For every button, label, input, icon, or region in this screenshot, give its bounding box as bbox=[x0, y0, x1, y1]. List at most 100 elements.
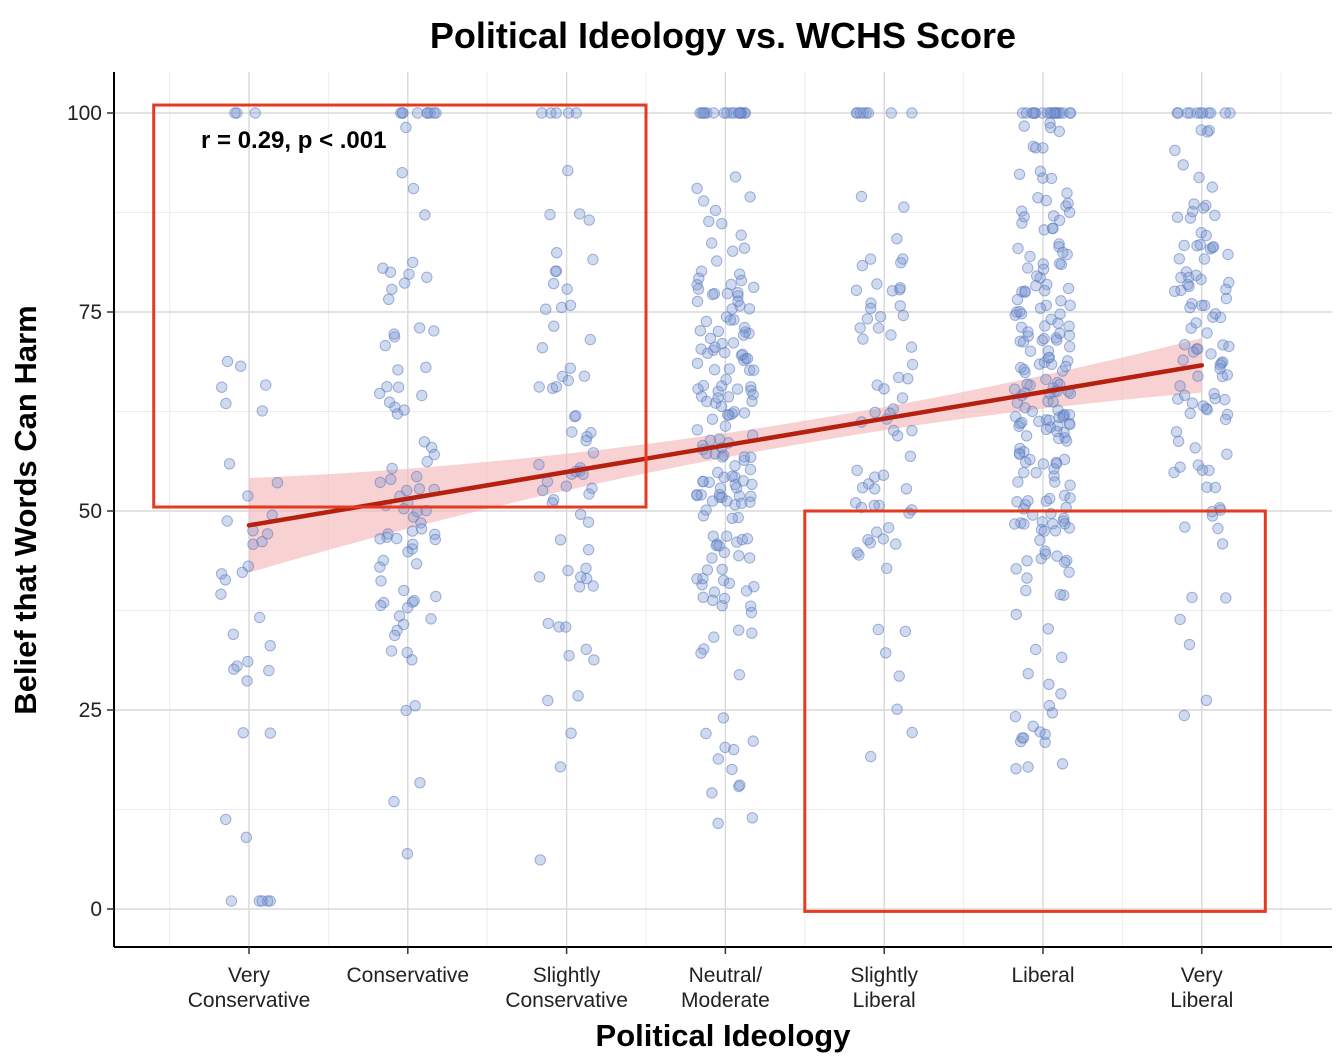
data-point bbox=[1179, 521, 1191, 533]
data-point bbox=[391, 408, 404, 420]
data-point bbox=[389, 629, 401, 642]
data-point bbox=[536, 342, 549, 354]
data-point bbox=[713, 540, 725, 552]
data-point bbox=[1219, 107, 1232, 119]
data-point bbox=[1040, 299, 1053, 311]
x-tick-label: Conservative bbox=[347, 964, 470, 987]
data-point bbox=[406, 654, 418, 666]
data-point bbox=[256, 895, 268, 907]
data-point bbox=[707, 107, 720, 119]
data-point bbox=[707, 594, 719, 606]
data-point bbox=[229, 107, 241, 119]
data-point bbox=[1052, 317, 1064, 329]
x-tick-label: Slightly Liberal bbox=[850, 964, 918, 1012]
data-point bbox=[1047, 222, 1059, 235]
x-tick-label: Slightly Conservative bbox=[505, 964, 628, 1012]
data-point bbox=[1201, 126, 1214, 138]
data-point bbox=[220, 397, 232, 410]
data-point bbox=[1169, 285, 1181, 297]
data-point bbox=[723, 363, 736, 375]
data-point bbox=[418, 436, 431, 448]
data-point bbox=[587, 253, 599, 266]
data-point bbox=[869, 406, 881, 418]
data-point bbox=[695, 647, 707, 659]
data-point bbox=[868, 499, 880, 512]
data-point bbox=[1172, 393, 1184, 405]
data-point bbox=[708, 631, 720, 643]
data-point bbox=[721, 495, 733, 507]
data-point bbox=[874, 311, 887, 323]
data-point bbox=[1016, 732, 1028, 744]
data-point bbox=[709, 341, 721, 353]
data-point bbox=[728, 314, 740, 326]
data-point bbox=[572, 690, 584, 702]
data-point bbox=[1171, 211, 1184, 223]
data-point bbox=[407, 182, 420, 195]
data-point bbox=[1010, 608, 1022, 621]
data-point bbox=[383, 396, 396, 408]
data-point bbox=[1178, 709, 1191, 722]
data-point bbox=[235, 360, 247, 372]
data-point bbox=[533, 571, 546, 583]
data-point bbox=[1018, 120, 1030, 132]
data-point bbox=[396, 167, 408, 179]
x-tick-label: Neutral/Moderate bbox=[681, 964, 770, 1012]
data-point bbox=[413, 483, 426, 495]
data-point bbox=[748, 364, 760, 376]
data-point bbox=[1172, 435, 1185, 447]
data-point bbox=[1195, 124, 1207, 136]
data-point bbox=[542, 694, 554, 707]
data-point bbox=[1041, 107, 1054, 119]
data-point bbox=[1022, 326, 1034, 338]
data-point bbox=[561, 283, 573, 295]
data-point bbox=[1020, 430, 1033, 442]
data-point bbox=[548, 320, 560, 332]
data-point bbox=[1049, 476, 1061, 488]
data-point bbox=[542, 617, 554, 630]
data-point bbox=[533, 381, 545, 393]
regression-line-layer bbox=[246, 363, 1205, 528]
data-point bbox=[893, 670, 905, 682]
data-point bbox=[260, 379, 272, 391]
data-point bbox=[562, 107, 575, 119]
data-point bbox=[719, 420, 732, 432]
data-point bbox=[228, 663, 240, 675]
data-point bbox=[1045, 358, 1058, 370]
data-point bbox=[540, 303, 552, 315]
data-point bbox=[862, 107, 875, 119]
data-point bbox=[231, 660, 243, 672]
data-point bbox=[735, 497, 748, 509]
data-point bbox=[1021, 572, 1033, 584]
data-point bbox=[1205, 107, 1217, 119]
data-point bbox=[735, 229, 747, 241]
data-point bbox=[1027, 107, 1040, 119]
data-point bbox=[700, 315, 713, 328]
data-point bbox=[1018, 518, 1030, 530]
data-point bbox=[701, 347, 714, 359]
data-point bbox=[1054, 588, 1066, 601]
data-point bbox=[410, 558, 423, 570]
data-point bbox=[729, 460, 741, 472]
data-point bbox=[695, 265, 708, 277]
data-point bbox=[856, 482, 869, 494]
data-point bbox=[700, 727, 712, 740]
data-point bbox=[1044, 107, 1057, 119]
data-point bbox=[691, 182, 703, 195]
data-point bbox=[249, 107, 261, 119]
data-point bbox=[1220, 292, 1233, 305]
y-tick-label: 25 bbox=[79, 699, 102, 722]
data-point bbox=[215, 568, 228, 580]
data-point bbox=[223, 458, 236, 470]
chart-title: Political Ideology vs. WCHS Score bbox=[430, 15, 1016, 56]
data-point bbox=[1021, 262, 1034, 274]
data-point bbox=[888, 424, 900, 437]
data-point bbox=[386, 283, 398, 295]
data-point bbox=[872, 623, 884, 636]
data-point bbox=[851, 107, 863, 119]
x-tick-label-line: Slightly bbox=[850, 964, 918, 987]
data-point bbox=[1021, 378, 1033, 390]
data-point bbox=[587, 447, 600, 459]
data-point bbox=[1012, 476, 1024, 488]
data-point bbox=[703, 215, 715, 228]
data-point bbox=[732, 511, 744, 524]
